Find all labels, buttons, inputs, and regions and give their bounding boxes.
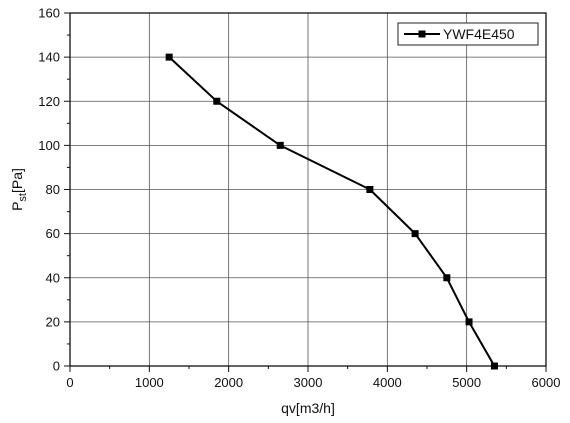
data-point (490, 362, 498, 370)
y-tick-label: 160 (38, 6, 60, 21)
x-axis-label: qv[m3/h] (281, 400, 335, 416)
legend-square-marker (418, 30, 426, 38)
y-tick-label: 140 (38, 50, 60, 65)
x-tick-label: 6000 (532, 375, 561, 390)
x-tick-label: 3000 (294, 375, 323, 390)
legend-box (397, 22, 539, 46)
y-tick-label: 40 (46, 270, 60, 285)
data-point (165, 53, 173, 61)
data-point (276, 141, 284, 149)
data-point (443, 274, 451, 282)
data-point (213, 97, 221, 105)
axes: 0 1000 2000 3000 4000 5000 6000 0 20 40 60 80 100 120… (38, 6, 560, 391)
y-tick-label: 80 (46, 182, 60, 197)
data-series (165, 53, 498, 370)
x-tick-label: 4000 (373, 375, 402, 390)
y-tick-label: 60 (46, 226, 60, 241)
x-tick-label: 1000 (135, 375, 164, 390)
data-point (465, 318, 473, 326)
y-axis-label: Pst[Pa] (9, 168, 29, 211)
y-tick-label: 100 (38, 138, 60, 153)
y-tick-label: 0 (53, 359, 60, 374)
x-tick-label: 0 (66, 375, 73, 390)
series-line (168, 56, 496, 367)
data-point (366, 186, 374, 193)
x-tick-label: 2000 (214, 375, 243, 390)
y-tick-label: 120 (38, 94, 60, 109)
legend-label: YWF4E450 (443, 26, 515, 42)
legend: YWF4E450 (397, 22, 539, 46)
y-tick-label: 20 (46, 314, 60, 329)
grid (70, 13, 546, 366)
x-tick-label: 5000 (452, 375, 481, 390)
data-point (411, 230, 419, 238)
